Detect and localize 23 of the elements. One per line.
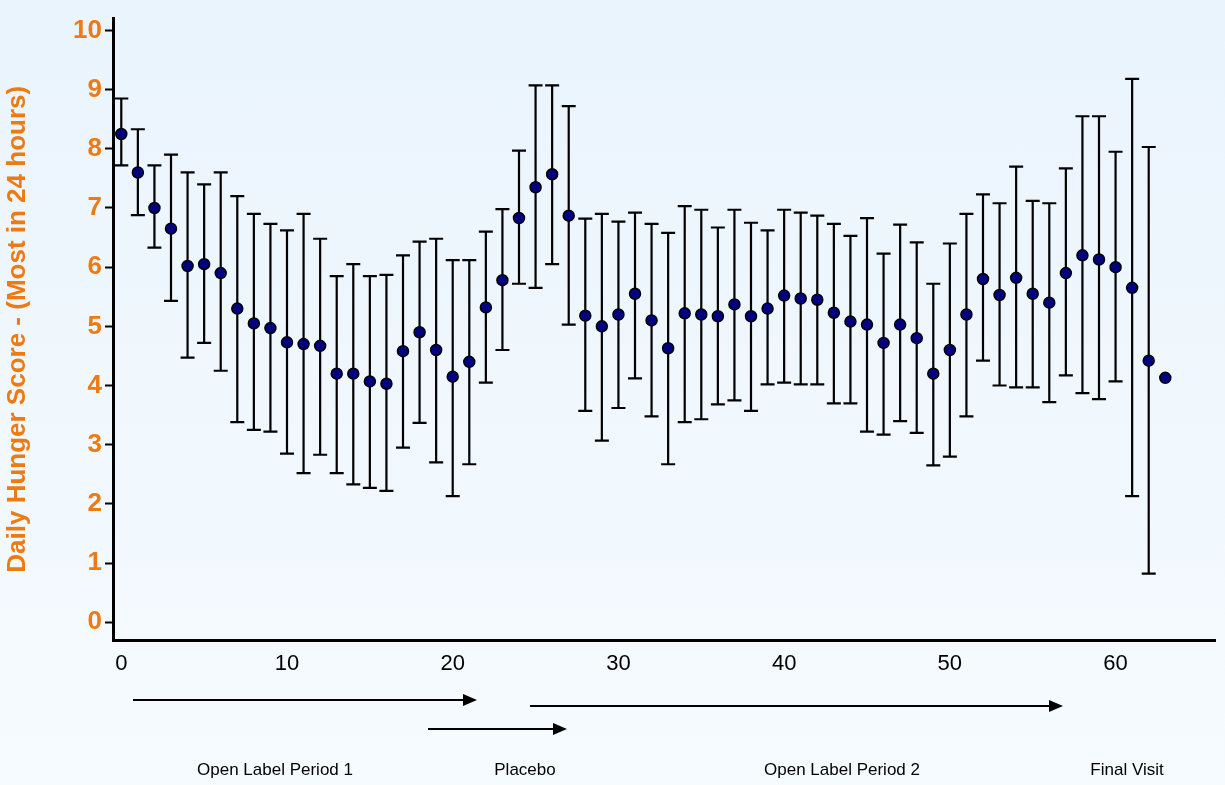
y-tick-label: 8 xyxy=(87,131,102,162)
text: Open Label Period 1 xyxy=(197,760,353,780)
text: Placebo xyxy=(494,760,556,780)
y-tick-label: 3 xyxy=(87,427,102,458)
text: Open Label Period 2 xyxy=(764,760,920,780)
y-tick-label: 5 xyxy=(87,309,102,340)
text: Final Visit xyxy=(1090,760,1164,780)
x-tick-label: 0 xyxy=(115,650,128,676)
x-tick-label: 20 xyxy=(440,650,465,676)
x-tick-label: 30 xyxy=(606,650,631,676)
x-tick-label: 60 xyxy=(1103,650,1128,676)
y-tick-label: 2 xyxy=(87,487,102,518)
y-tick-label: 10 xyxy=(73,13,102,44)
y-tick-label: 7 xyxy=(87,191,102,222)
x-tick-label: 10 xyxy=(274,650,300,676)
y-tick-label: 6 xyxy=(87,250,102,281)
y-tick-label: 1 xyxy=(87,546,102,577)
y-axis-title: Daily Hunger Score - (Most in 24 hours) xyxy=(0,85,31,573)
y-tick-label: 9 xyxy=(87,72,102,103)
y-tick-label: 0 xyxy=(87,605,102,636)
x-tick-label: 40 xyxy=(771,650,797,676)
y-tick-label: 4 xyxy=(87,368,103,399)
x-tick-label: 50 xyxy=(937,650,963,676)
